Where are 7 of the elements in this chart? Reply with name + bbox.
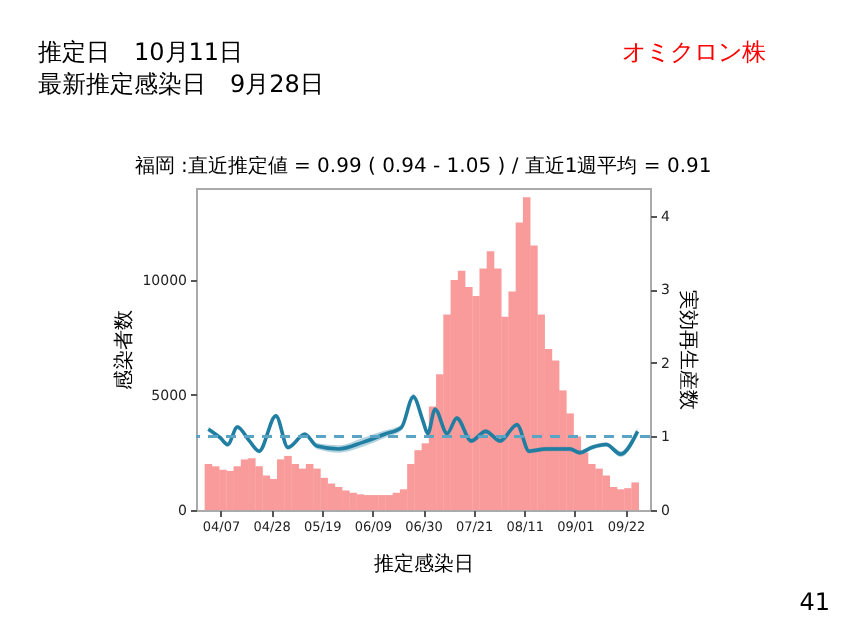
y2-axis-title: 実効再生産数 — [675, 290, 700, 410]
text: 推定日 10月11日 — [38, 36, 244, 70]
text: オミクロン株 — [622, 36, 766, 70]
text: 最新推定感染日 9月28日 — [38, 68, 324, 102]
y-axis-title: 感染者数 — [112, 310, 137, 390]
text: 41 — [799, 588, 830, 616]
x-axis-title: 推定感染日 — [374, 552, 474, 576]
